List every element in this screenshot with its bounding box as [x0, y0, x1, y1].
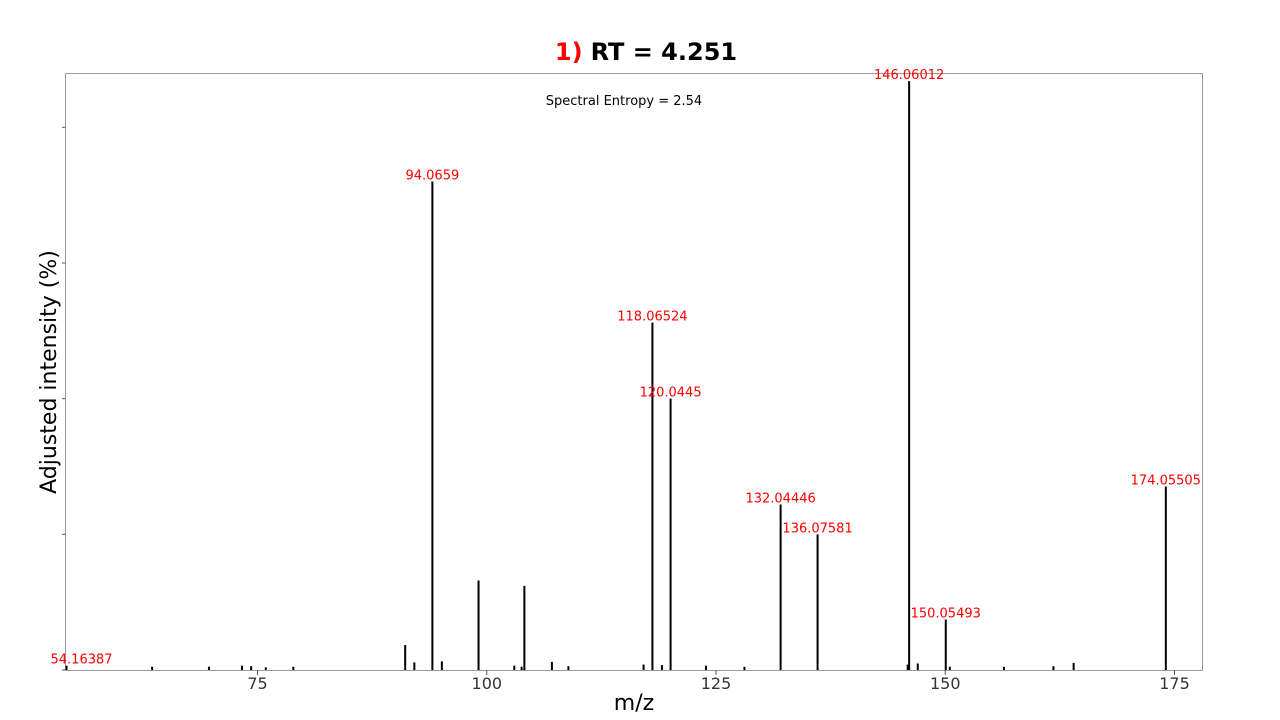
peak-label: 150.05493	[911, 607, 981, 622]
peak-label: 146.06012	[874, 68, 944, 83]
title-prefix: 1)	[555, 38, 583, 66]
peak-bars	[65, 81, 1167, 670]
peak-label: 118.06524	[617, 310, 687, 325]
peak-label: 54.16387	[51, 653, 113, 668]
x-tick-label: 125	[701, 674, 732, 693]
x-axis-ticks: 75 100 125 150 175	[247, 670, 1190, 693]
x-axis-label: m/z	[614, 691, 654, 716]
spectral-entropy-annotation: Spectral Entropy = 2.54	[546, 94, 702, 109]
x-tick-label: 175	[1159, 674, 1190, 693]
chart-title: 1) RT = 4.251	[555, 38, 737, 66]
peak-label: 174.05505	[1131, 474, 1201, 489]
peak-label: 136.07581	[782, 521, 852, 536]
title-main: RT = 4.251	[591, 38, 738, 66]
x-tick-label: 150	[930, 674, 961, 693]
x-tick-label: 75	[247, 674, 267, 693]
peak-label: 94.0659	[405, 169, 459, 184]
peak-label: 132.04446	[745, 491, 815, 506]
plot-frame	[65, 73, 1203, 671]
peak-labels: 54.16387 94.0659 118.06524 120.0445 132.0444…	[51, 68, 1201, 668]
x-tick-label: 100	[472, 674, 503, 693]
y-axis-label: Adjusted intensity (%)	[37, 250, 62, 494]
peak-label: 120.0445	[640, 386, 702, 401]
y-axis-ticks	[62, 126, 65, 671]
